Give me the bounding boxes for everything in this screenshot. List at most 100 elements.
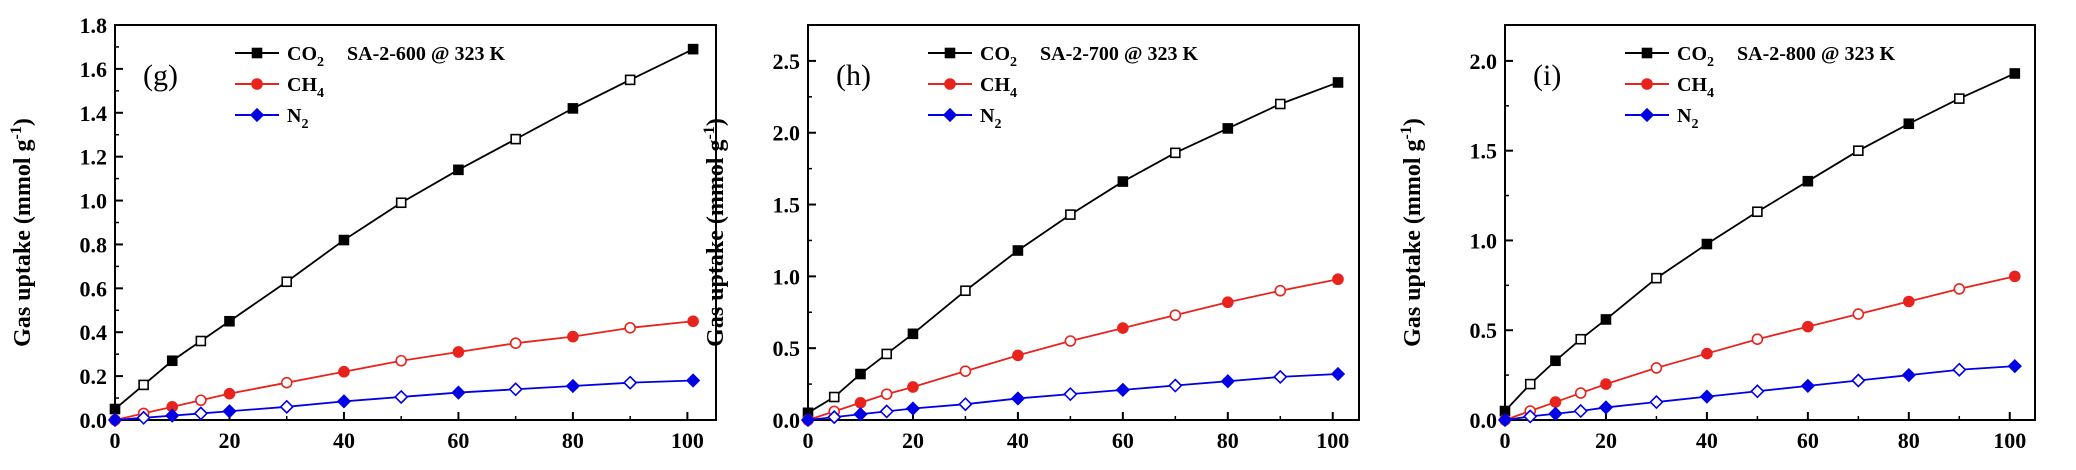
data-point-n2 bbox=[1598, 400, 1614, 415]
panel-label: (g) bbox=[143, 59, 178, 92]
x-tick-label: 80 bbox=[562, 428, 584, 453]
y-tick-label: 1.5 bbox=[1470, 139, 1498, 164]
data-point-co2 bbox=[195, 335, 207, 347]
data-point-n2 bbox=[800, 412, 816, 428]
data-point-ch4 bbox=[959, 365, 972, 377]
plot-frame bbox=[1504, 24, 2036, 421]
panel-annotation: SA-2-800 @ 323 K bbox=[1737, 43, 1895, 65]
legend-label: CO2 bbox=[287, 43, 324, 70]
legend-marker bbox=[249, 107, 265, 123]
data-point-co2 bbox=[453, 164, 464, 176]
y-tick-label: 1.0 bbox=[773, 264, 801, 289]
legend-label: CO2 bbox=[980, 43, 1017, 70]
y-axis-label: Gas uptake (mmol g-1) bbox=[8, 118, 36, 347]
data-point-co2 bbox=[1117, 176, 1129, 187]
legend-marker bbox=[944, 78, 956, 90]
legend-marker bbox=[1639, 107, 1655, 123]
data-point-n2 bbox=[1800, 378, 1815, 394]
legend-marker bbox=[251, 78, 263, 90]
data-point-co2 bbox=[567, 103, 579, 114]
x-tick-label: 0 bbox=[1500, 428, 1511, 453]
x-tick-label: 60 bbox=[1112, 428, 1134, 453]
data-point-ch4 bbox=[1852, 308, 1865, 320]
y-tick-label: 0.0 bbox=[773, 408, 801, 433]
data-point-ch4 bbox=[2009, 270, 2021, 283]
legend-marker bbox=[944, 47, 956, 59]
y-tick-label: 1.6 bbox=[80, 57, 108, 82]
y-tick-label: 1.0 bbox=[1470, 228, 1498, 253]
data-point-n2 bbox=[905, 401, 921, 416]
legend-marker bbox=[942, 107, 958, 123]
data-point-ch4 bbox=[567, 330, 579, 343]
x-tick-label: 20 bbox=[902, 428, 924, 453]
x-tick-label: 60 bbox=[1797, 428, 1819, 453]
data-point-n2 bbox=[193, 406, 208, 421]
data-point-n2 bbox=[508, 382, 523, 397]
series-line-co2 bbox=[807, 81, 1339, 414]
data-point-ch4 bbox=[880, 388, 893, 400]
data-point-n2 bbox=[879, 404, 894, 419]
data-point-ch4 bbox=[1169, 309, 1182, 321]
data-point-co2 bbox=[510, 133, 521, 145]
data-point-n2 bbox=[1497, 412, 1513, 428]
data-point-ch4 bbox=[854, 396, 867, 409]
data-point-ch4 bbox=[1012, 349, 1024, 362]
x-tick-label: 20 bbox=[218, 428, 240, 453]
data-point-n2 bbox=[1168, 378, 1183, 393]
data-point-n2 bbox=[2007, 359, 2022, 374]
data-point-n2 bbox=[1115, 382, 1130, 397]
legend-label: CH4 bbox=[287, 74, 324, 101]
data-point-co2 bbox=[1550, 355, 1561, 367]
data-point-ch4 bbox=[1117, 322, 1129, 334]
data-point-co2 bbox=[687, 43, 699, 55]
data-point-ch4 bbox=[395, 354, 407, 367]
data-point-n2 bbox=[1548, 406, 1563, 421]
data-point-co2 bbox=[624, 74, 636, 86]
data-point-ch4 bbox=[687, 315, 699, 328]
data-point-co2 bbox=[281, 276, 293, 288]
x-tick-label: 100 bbox=[671, 428, 704, 453]
data-point-n2 bbox=[279, 399, 294, 414]
data-point-co2 bbox=[224, 315, 235, 327]
data-point-ch4 bbox=[1274, 284, 1287, 297]
legend-label: N2 bbox=[980, 105, 1001, 132]
y-tick-label: 1.0 bbox=[80, 189, 108, 214]
legend-label: CH4 bbox=[1677, 74, 1714, 101]
data-point-co2 bbox=[1802, 175, 1814, 187]
x-tick-label: 40 bbox=[333, 428, 355, 453]
data-point-n2 bbox=[827, 409, 842, 425]
data-point-co2 bbox=[1651, 272, 1662, 284]
panel-label: (i) bbox=[1533, 59, 1561, 92]
data-point-co2 bbox=[1575, 333, 1587, 345]
legend-label: N2 bbox=[1677, 105, 1698, 132]
data-point-n2 bbox=[1699, 389, 1715, 404]
data-point-n2 bbox=[623, 375, 638, 390]
y-axis-label: Gas uptake (mmol g-1) bbox=[1398, 118, 1426, 347]
data-point-co2 bbox=[960, 285, 971, 297]
x-tick-label: 0 bbox=[110, 428, 121, 453]
data-point-n2 bbox=[1573, 403, 1588, 419]
data-point-co2 bbox=[855, 368, 866, 380]
y-axis-label: Gas uptake (mmol g-1) bbox=[701, 118, 729, 347]
data-point-co2 bbox=[166, 355, 178, 367]
data-point-ch4 bbox=[223, 387, 236, 400]
y-tick-label: 2.0 bbox=[773, 121, 801, 146]
data-point-n2 bbox=[1952, 362, 1967, 377]
data-point-n2 bbox=[336, 394, 352, 409]
data-point-ch4 bbox=[452, 346, 465, 358]
data-point-ch4 bbox=[280, 376, 293, 389]
data-point-n2 bbox=[451, 385, 466, 400]
data-point-co2 bbox=[1853, 145, 1864, 156]
data-point-ch4 bbox=[1332, 273, 1344, 286]
data-point-ch4 bbox=[1953, 283, 1966, 295]
data-point-n2 bbox=[136, 410, 151, 425]
legend-marker bbox=[1641, 47, 1653, 59]
x-tick-label: 60 bbox=[447, 428, 469, 453]
series-line-co2 bbox=[114, 48, 694, 410]
y-tick-label: 0.2 bbox=[80, 364, 108, 389]
panel-annotation: SA-2-700 @ 323 K bbox=[1040, 43, 1198, 65]
legend-label: N2 bbox=[287, 105, 308, 132]
x-tick-label: 80 bbox=[1898, 428, 1920, 453]
data-point-co2 bbox=[338, 234, 350, 246]
y-tick-label: 2.0 bbox=[1470, 49, 1498, 74]
